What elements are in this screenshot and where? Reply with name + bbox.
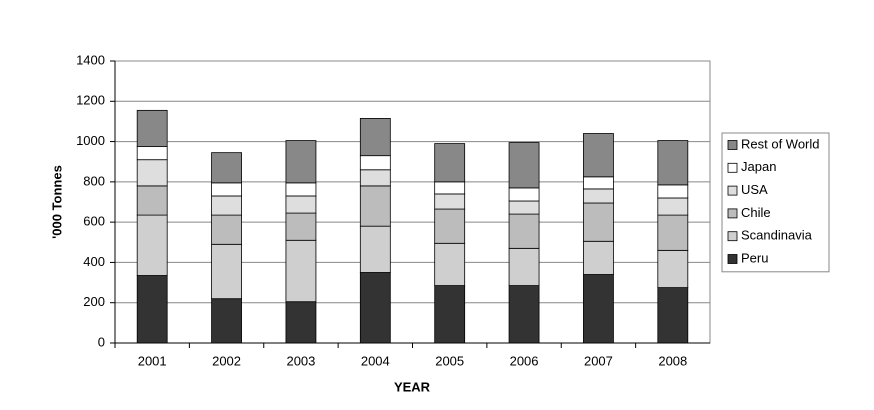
bar-segment <box>359 272 391 344</box>
bar-segment <box>508 200 540 215</box>
legend-swatch <box>727 208 738 219</box>
bar-segment <box>359 225 391 273</box>
y-tick-label: 800 <box>83 173 105 188</box>
bar-segment <box>211 195 242 216</box>
bar-segment <box>508 213 540 249</box>
legend-label: Scandinavia <box>741 228 813 243</box>
bar-segment <box>211 214 242 245</box>
y-tick-label: 1000 <box>76 133 105 148</box>
legend-box <box>721 132 830 273</box>
y-tick-label: 400 <box>83 254 105 269</box>
legend-swatch <box>727 162 738 173</box>
bar-segment <box>211 182 242 197</box>
bar-segment <box>136 275 168 344</box>
bar-segment <box>434 143 466 183</box>
x-tick-label: 2007 <box>584 353 613 368</box>
x-tick-label: 2003 <box>286 353 315 368</box>
bar-segment <box>583 188 614 204</box>
bar-segment <box>211 298 242 344</box>
bar-segment <box>657 184 689 199</box>
legend-swatch <box>727 231 738 242</box>
bar-segment <box>359 169 391 187</box>
bar-segment <box>583 133 614 178</box>
y-tick-label: 1200 <box>76 93 105 108</box>
bar-segment <box>657 197 689 216</box>
bar-segment <box>583 176 614 190</box>
bar-segment <box>583 274 614 344</box>
legend-swatch <box>727 185 738 196</box>
bar-segment <box>211 243 242 300</box>
y-tick-label: 600 <box>83 214 105 229</box>
legend-swatch <box>727 140 738 150</box>
legend-label: USA <box>741 182 768 197</box>
bar-segment <box>285 212 317 241</box>
bar-segment <box>285 182 317 197</box>
legend-label: Chile <box>741 205 771 220</box>
y-tick-label: 200 <box>83 294 105 309</box>
bar-segment <box>583 240 614 275</box>
bar-segment <box>211 152 242 184</box>
bar-segment <box>136 109 168 148</box>
bar-segment <box>434 193 466 210</box>
bar-segment <box>508 187 540 202</box>
legend-label: Japan <box>741 159 776 174</box>
bar-segment <box>508 285 540 344</box>
x-tick-label: 2006 <box>510 353 539 368</box>
y-axis-label: '000 Tonnes <box>49 165 64 239</box>
bar-segment <box>285 301 317 344</box>
bar-segment <box>657 214 689 251</box>
bar-segment <box>285 239 317 303</box>
bar-segment <box>136 159 168 187</box>
bar-segment <box>359 155 391 171</box>
bar-segment <box>434 208 466 244</box>
legend-label: Rest of World <box>741 136 820 151</box>
bar-segment <box>136 185 168 216</box>
bar-segment <box>359 185 391 227</box>
bar-segment <box>359 118 391 157</box>
y-tick-label: 0 <box>98 334 105 349</box>
bar-segment <box>434 242 466 286</box>
x-tick-label: 2008 <box>658 353 687 368</box>
bar-segment <box>434 181 466 195</box>
bar-segment <box>583 202 614 242</box>
bar-segment <box>285 195 317 214</box>
bar-segment <box>285 140 317 184</box>
plot-area <box>114 60 711 344</box>
legend-swatch <box>727 254 738 264</box>
bar-segment <box>508 247 540 286</box>
bar-segment <box>136 146 168 161</box>
x-tick-label: 2004 <box>361 353 390 368</box>
x-tick-label: 2002 <box>212 353 241 368</box>
legend-label: Peru <box>741 250 768 265</box>
bar-segment <box>657 249 689 289</box>
x-axis-label: YEAR <box>394 379 431 394</box>
bar-segment <box>508 142 540 189</box>
bar-segment <box>657 287 689 344</box>
bar-segment <box>136 214 168 276</box>
bar-segment <box>434 285 466 344</box>
y-tick-label: 1400 <box>76 52 105 67</box>
x-tick-label: 2005 <box>435 353 464 368</box>
bar-segment <box>657 140 689 186</box>
x-tick-label: 2001 <box>138 353 167 368</box>
